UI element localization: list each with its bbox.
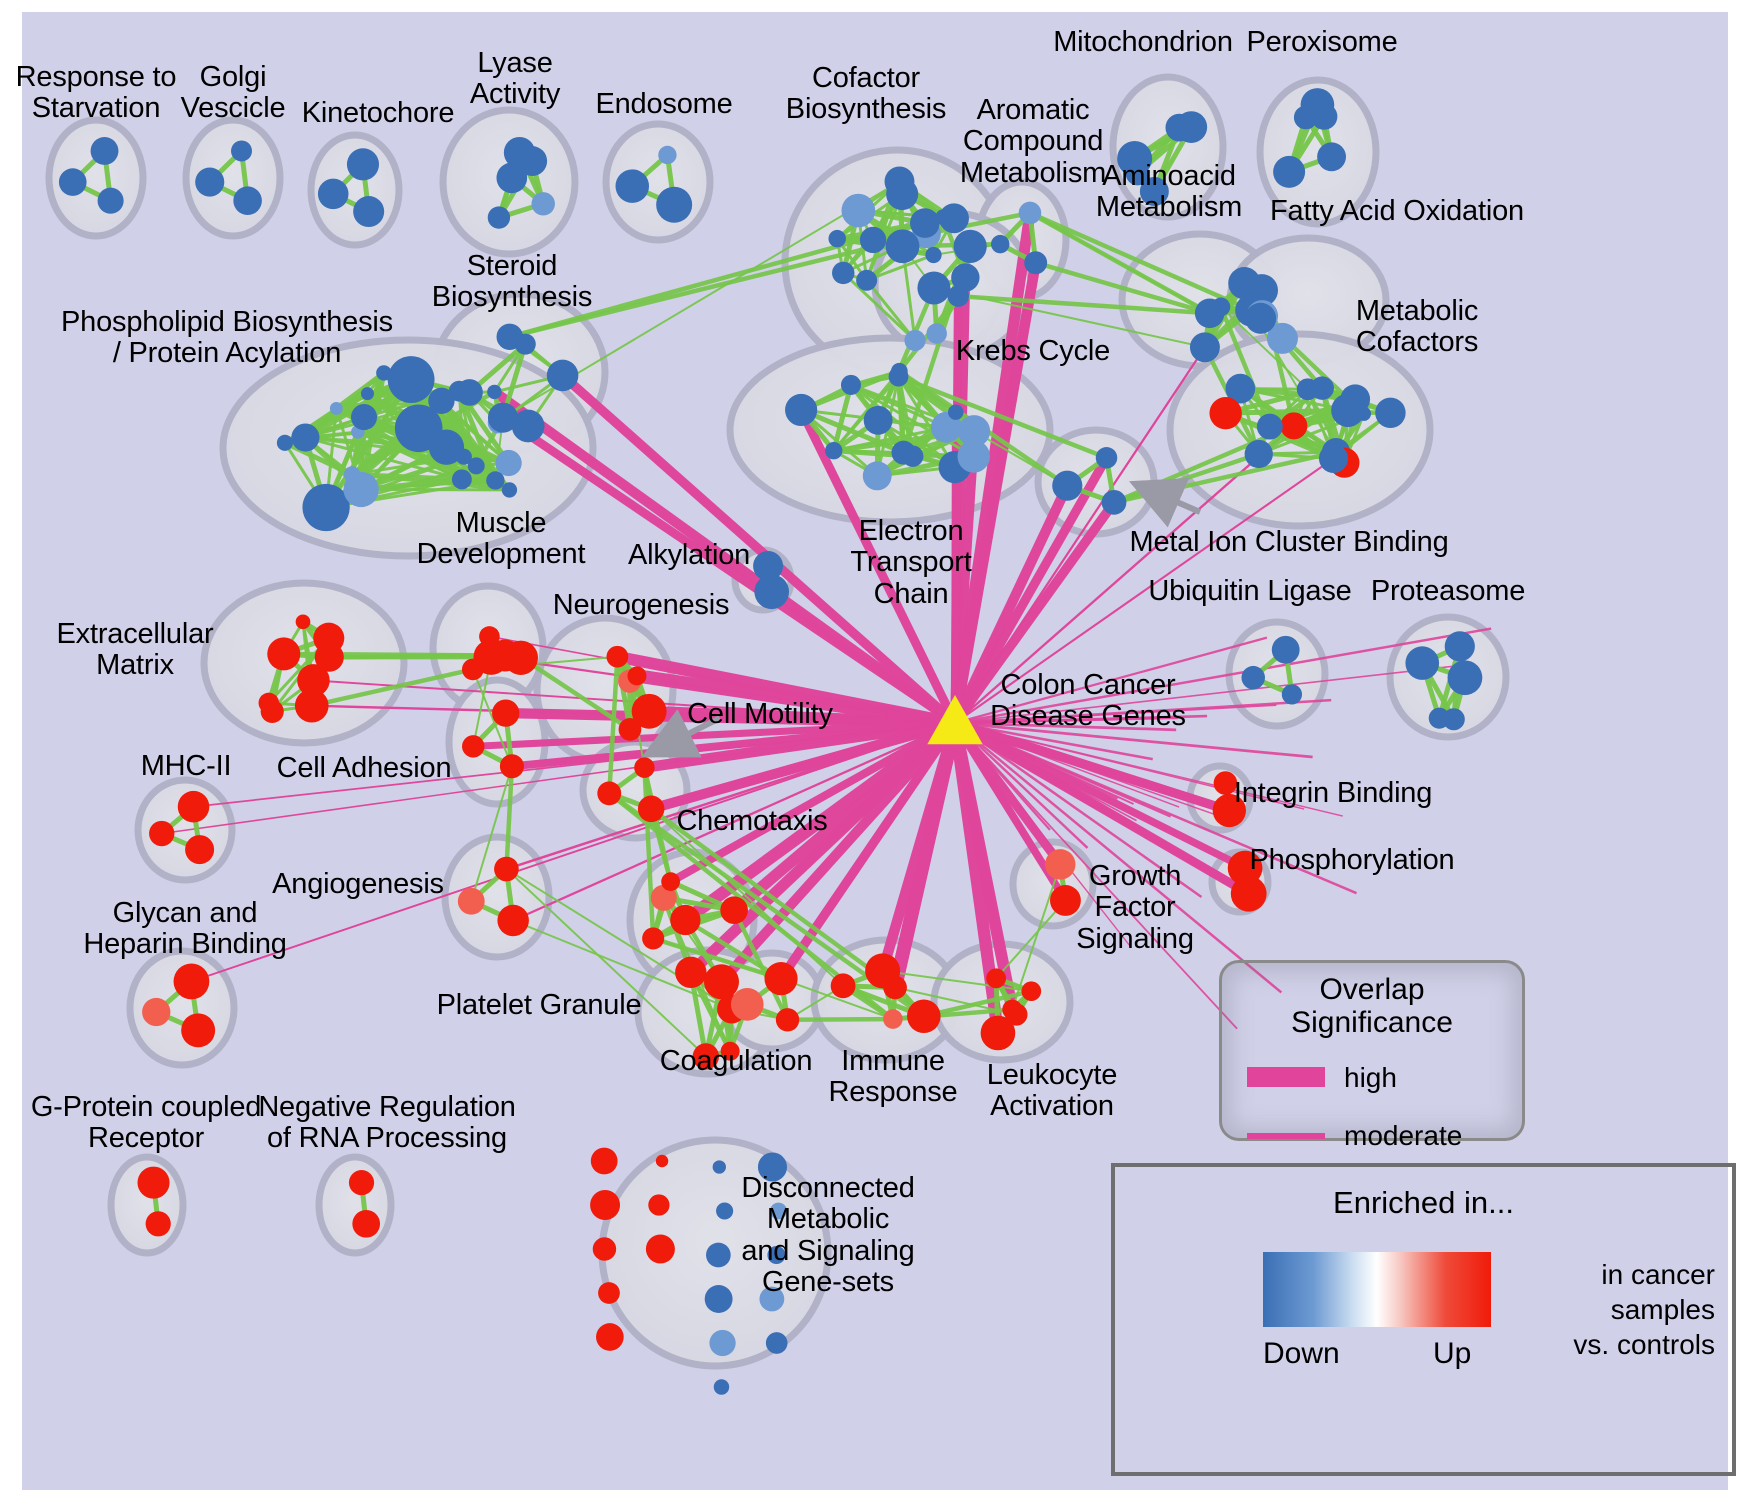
legend-overlap-significance: Overlap Significance high moderate (1219, 960, 1525, 1151)
cluster-label-alkylation: Alkylation (627, 539, 751, 571)
cluster-label-lyase-activity: Lyase Activity (469, 47, 561, 111)
legend-overlap-title: Overlap Significance (1291, 973, 1453, 1039)
cluster-label-peroxisome: Peroxisome (1246, 26, 1398, 58)
cluster-label-phospholipid-biosynthesis: Phospholipid Biosynthesis / Protein Acyl… (61, 306, 393, 370)
legend-down-label: Down (1263, 1337, 1340, 1370)
legend-enriched-in: Enriched in... Down Up in cancer samples… (1111, 1163, 1736, 1476)
cluster-label-response-to-starvation: Response to Starvation (15, 61, 177, 125)
cluster-label-fatty-acid-oxidation: Fatty Acid Oxidation (1270, 195, 1524, 227)
cluster-label-platelet-granule: Platelet Granule (436, 989, 642, 1021)
hub-edge-layer (161, 212, 1492, 1034)
cluster-label-ubiquitin-ligase: Ubiquitin Ligase (1148, 575, 1352, 607)
cluster-label-angiogenesis: Angiogenesis (272, 868, 444, 900)
cluster-label-neurogenesis: Neurogenesis (552, 589, 730, 621)
cluster-label-immune-response: Immune Response (828, 1045, 958, 1109)
legend-overlap-high-label: high (1344, 1062, 1397, 1093)
cluster-label-leukocyte-activation: Leukocyte Activation (986, 1059, 1118, 1123)
legend-swatch-moderate (1247, 1133, 1325, 1139)
legend-color-gradient-bar (1263, 1252, 1491, 1327)
cluster-label-disconnected-gene-sets: Disconnected Metabolic and Signaling Gen… (741, 1172, 915, 1298)
node-layer (58, 88, 1483, 1395)
cluster-label-electron-transport-chain: Electron Transport Chain (850, 515, 972, 610)
cluster-label-muscle-development: Muscle Development (416, 507, 586, 571)
hub-node[interactable] (927, 694, 983, 745)
legend-swatch-high (1247, 1067, 1325, 1087)
cluster-label-aromatic-compound-metabolism: Aromatic Compound Metabolism (959, 94, 1107, 189)
cluster-label-glycan-heparin-binding: Glycan and Heparin Binding (83, 897, 287, 961)
cluster-label-proteasome: Proteasome (1370, 575, 1526, 607)
cluster-label-steroid-biosynthesis: Steroid Biosynthesis (431, 250, 593, 314)
cluster-label-golgi-vescicle: Golgi Vescicle (180, 61, 286, 125)
legend-up-label: Up (1433, 1337, 1472, 1370)
inter-cluster-edge-layer (281, 180, 1367, 1058)
cluster-label-cell-adhesion: Cell Adhesion (276, 752, 452, 784)
cluster-label-phosphorylation: Phosphorylation (1249, 844, 1455, 876)
cluster-label-krebs-cycle: Krebs Cycle (955, 335, 1111, 367)
cluster-label-endosome: Endosome (595, 88, 733, 120)
cluster-label-extracellular-matrix: Extracellular Matrix (56, 618, 214, 682)
cluster-label-integrin-binding: Integrin Binding (1233, 777, 1433, 809)
cluster-label-growth-factor-signaling: Growth Factor Signaling (1076, 860, 1194, 955)
cluster-label-mhc-ii: MHC-II (140, 750, 232, 782)
cluster-label-kinetochore: Kinetochore (301, 97, 455, 129)
cluster-label-negative-regulation-rna: Negative Regulation of RNA Processing (258, 1091, 516, 1155)
cluster-label-aminoacid-metabolism: Aminoacid Metabolism (1095, 160, 1243, 224)
cluster-label-cofactor-biosynthesis: Cofactor Biosynthesis (785, 62, 947, 126)
cluster-label-mitochondrion: Mitochondrion (1053, 26, 1233, 58)
cluster-label-metal-ion-cluster-binding: Metal Ion Cluster Binding (1129, 526, 1449, 558)
legend-side-note: in cancer samples vs. controls (1573, 1259, 1715, 1360)
cluster-label-metabolic-cofactors: Metabolic Cofactors (1355, 295, 1479, 359)
legend-overlap-moderate-label: moderate (1344, 1120, 1463, 1151)
hub-label: Colon Cancer Disease Genes (990, 669, 1186, 733)
cluster-label-cell-motility: Cell Motility (687, 698, 833, 730)
cluster-label-coagulation: Coagulation (659, 1045, 813, 1077)
legend-enriched-title: Enriched in... (1333, 1185, 1514, 1220)
annotation-arrow-layer (641, 477, 1202, 758)
cluster-label-g-protein-coupled-receptor: G-Protein coupled Receptor (30, 1091, 262, 1155)
cluster-label-chemotaxis: Chemotaxis (676, 805, 828, 837)
